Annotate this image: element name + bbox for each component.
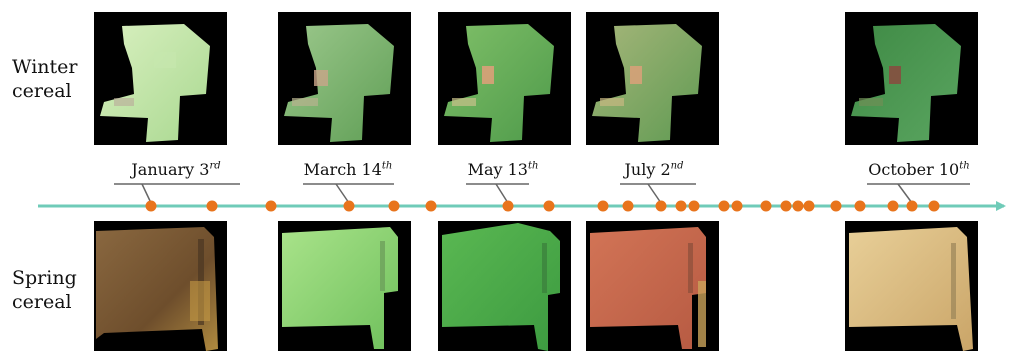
- winter-label-line1: Winter: [12, 56, 78, 78]
- timeline-point: [145, 200, 157, 212]
- spring-tile-october: [845, 221, 978, 351]
- spring-field-march-image: [282, 227, 398, 349]
- timeline-point: [206, 200, 218, 212]
- spring-cereal-label: Spring cereal: [12, 266, 77, 314]
- spring-field-january-image: [96, 227, 218, 351]
- spring-tile-january: [94, 221, 227, 351]
- timeline-point: [854, 200, 866, 212]
- timeline-point: [780, 200, 792, 212]
- spring-tile-july: [586, 221, 719, 351]
- date-leader-line: [335, 183, 350, 204]
- timeline-point: [343, 200, 355, 212]
- winter-field-october-image: [851, 24, 961, 142]
- timeline-point: [718, 200, 730, 212]
- winter-tile-january: [94, 12, 227, 145]
- timeline-point: [906, 200, 918, 212]
- timeline-point: [675, 200, 687, 212]
- date-label-july: July 2nd: [624, 160, 684, 179]
- winter-field-january-image: [100, 24, 210, 142]
- timeline-points: [145, 200, 940, 212]
- timeline-point: [887, 200, 899, 212]
- timeline-point: [388, 200, 400, 212]
- date-leader-line: [141, 183, 152, 204]
- date-leader-lines: [114, 183, 970, 204]
- date-label-january: January 3rd: [131, 160, 221, 179]
- timeline-point: [265, 200, 277, 212]
- spring-label-line1: Spring: [12, 267, 77, 289]
- date-label-march: March 14th: [303, 160, 393, 179]
- timeline-point: [731, 200, 743, 212]
- spring-label-line2: cereal: [12, 291, 72, 313]
- timeline-point: [502, 200, 514, 212]
- timeline-point: [830, 200, 842, 212]
- winter-tile-july: [586, 12, 719, 145]
- timeline-point: [792, 200, 804, 212]
- winter-tile-may: [438, 12, 571, 145]
- winter-tile-march: [278, 12, 411, 145]
- timeline-point: [803, 200, 815, 212]
- spring-field-july-image: [590, 227, 706, 349]
- date-label-october: October 10th: [868, 160, 970, 179]
- date-label-may: May 13th: [467, 160, 539, 179]
- timeline-point: [425, 200, 437, 212]
- timeline-point: [622, 200, 634, 212]
- date-leader-line: [647, 183, 662, 204]
- winter-label-line2: cereal: [12, 80, 72, 102]
- date-leader-line: [495, 183, 509, 204]
- timeline-point: [928, 200, 940, 212]
- winter-field-march-image: [284, 24, 394, 142]
- spring-field-may-image: [442, 223, 560, 351]
- winter-field-july-image: [592, 24, 702, 142]
- date-leader-line: [897, 183, 913, 204]
- timeline-point: [688, 200, 700, 212]
- timeline-point: [543, 200, 555, 212]
- timeline-point: [655, 200, 667, 212]
- spring-field-october-image: [849, 227, 973, 351]
- spring-tile-march: [278, 221, 411, 351]
- winter-field-may-image: [444, 24, 554, 142]
- winter-cereal-label: Winter cereal: [12, 55, 77, 103]
- timeline-point: [760, 200, 772, 212]
- spring-tile-may: [438, 221, 571, 351]
- winter-tile-october: [845, 12, 978, 145]
- timeline-point: [597, 200, 609, 212]
